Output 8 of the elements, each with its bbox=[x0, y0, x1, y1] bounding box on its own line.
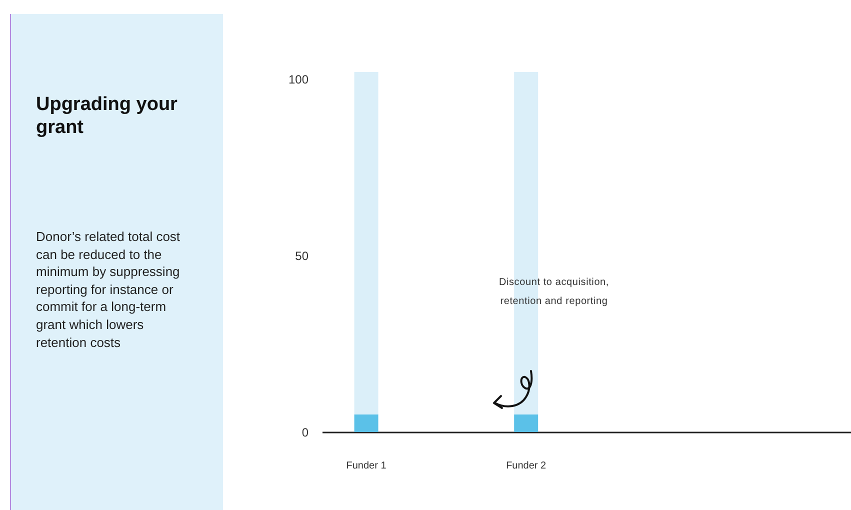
text: Upgrading your grant bbox=[36, 93, 178, 139]
y-tick-label: 50 bbox=[295, 249, 309, 264]
x-tick-label: Funder 1 bbox=[346, 460, 387, 472]
y-tick-label: 0 bbox=[302, 426, 309, 440]
text: Donor’s related total cost can be reduced to the minimum by suppressing reporting for instance or commit for a long-term grant which lowers retention costs bbox=[36, 228, 182, 352]
x-tick-label: Funder 2 bbox=[506, 460, 547, 472]
y-tick-label: 100 bbox=[288, 72, 309, 87]
annotation: Discount to acquisition, retention and reporting bbox=[498, 276, 610, 308]
